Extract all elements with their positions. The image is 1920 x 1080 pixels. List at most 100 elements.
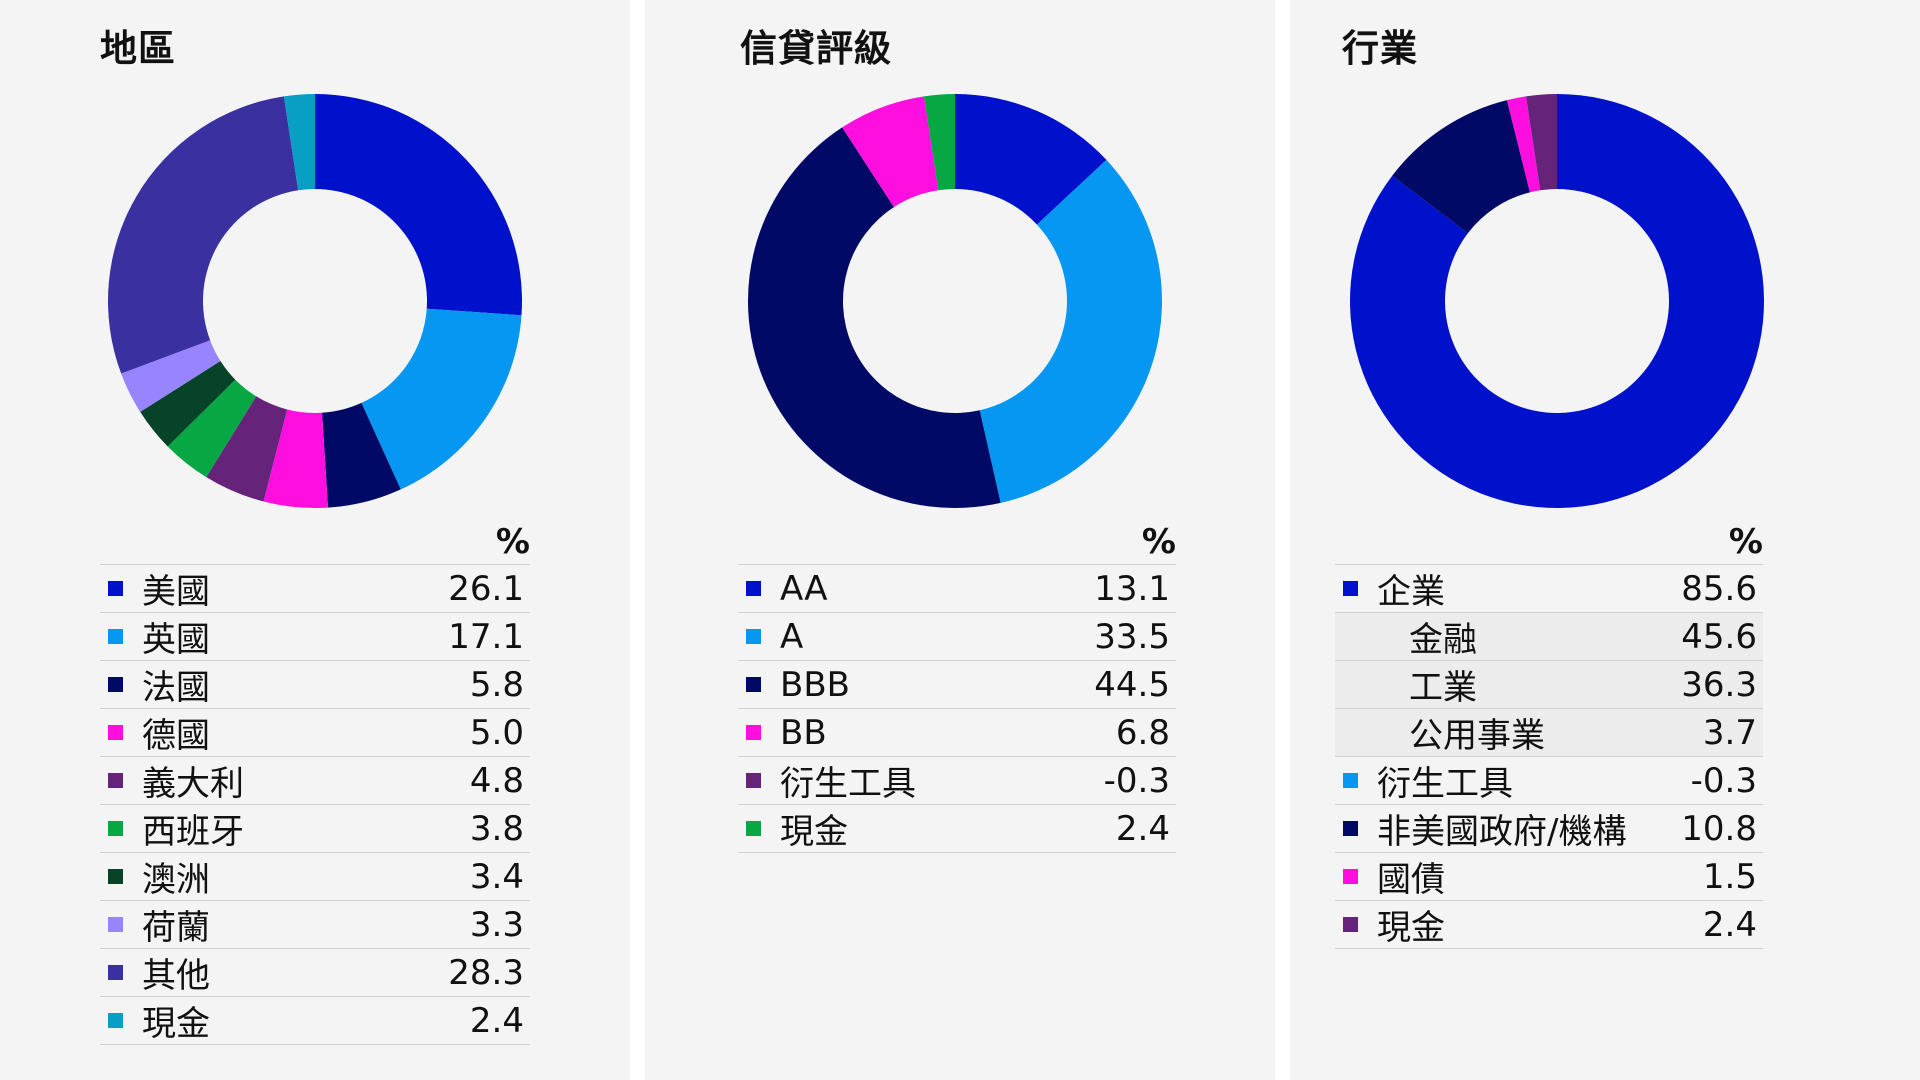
legend-value: 3.3 [469,904,524,945]
donut-slice-item-9 [283,94,315,191]
legend-row: 國債 1.5 [1335,853,1763,901]
legend-label: 德國 [142,716,210,756]
donut-slice-item-6 [1506,96,1541,193]
legend-row: 其他 28.3 [100,949,530,997]
legend-label: 現金 [780,812,848,852]
legend-value: 13.1 [1094,568,1170,609]
legend-value: 3.4 [469,856,524,897]
legend-swatch [108,1013,123,1028]
legend-label: 澳洲 [142,860,210,900]
legend-value: 17.1 [448,616,524,657]
legend-label: BBB [780,664,850,705]
legend-value: 44.5 [1094,664,1170,705]
donut-slice-item-1 [361,308,522,490]
legend-row: BBB 44.5 [738,661,1176,709]
legend-swatch [108,821,123,836]
chart-title: 信貸評級 [740,27,892,70]
chart-title: 地區 [100,27,176,70]
legend-label: 荷蘭 [142,908,210,948]
chart-panel-2: 信貸評級% AA 13.1 A 33.5 BBB 44.5 BB 6.8 衍生工具 -0.3 現金 2.… [645,0,1275,1080]
legend-value: 26.1 [448,568,524,609]
legend-label: 公用事業 [1409,716,1545,756]
legend-label: 企業 [1377,572,1445,612]
legend-swatch [108,629,123,644]
legend-label: 衍生工具 [780,764,916,804]
legend-row: 衍生工具 -0.3 [738,757,1176,805]
legend-swatch [746,821,761,836]
legend-row: 現金 2.4 [738,805,1176,853]
legend-row: 英國 17.1 [100,613,530,661]
donut-slice-item-0 [955,94,1107,225]
legend-value: 85.6 [1681,568,1757,609]
donut-slice-item-2 [748,127,1001,508]
legend-value: 2.4 [469,1000,524,1041]
legend-row: A 33.5 [738,613,1176,661]
legend-value: 2.4 [1702,904,1757,945]
legend-value: 1.5 [1702,856,1757,897]
legend-value: 3.7 [1702,712,1757,753]
donut-chart [1350,94,1764,508]
legend-row: 企業 85.6 [1335,565,1763,613]
legend-row: 澳洲 3.4 [100,853,530,901]
legend-value: 5.8 [469,664,524,705]
legend-label: A [780,616,804,657]
legend-swatch [1343,581,1358,596]
donut-chart [108,94,522,508]
legend-label: 西班牙 [142,812,244,852]
donut-slice-item-0 [315,94,522,316]
legend-value: -0.3 [1690,760,1757,801]
legend-label: 其他 [142,956,210,996]
legend-row: BB 6.8 [738,709,1176,757]
legend-table: % AA 13.1 A 33.5 BBB 44.5 BB 6.8 衍生工具 -0.3 現金 2.4 [738,520,1176,853]
legend-value: 10.8 [1681,808,1757,849]
donut-slice-item-0 [1350,94,1764,508]
legend-value: 45.6 [1681,616,1757,657]
legend-row: 荷蘭 3.3 [100,901,530,949]
legend-table: % 企業 85.6 金融 45.6 工業 36.3 公用事業 3.7 衍生工具 -0.3 非美國政府/… [1335,520,1763,949]
legend-row: 美國 26.1 [100,565,530,613]
legend-row: 衍生工具 -0.3 [1335,757,1763,805]
legend-value: 6.8 [1115,712,1170,753]
legend-swatch [108,965,123,980]
legend-row: AA 13.1 [738,565,1176,613]
legend-label: 工業 [1409,668,1477,708]
percent-header: % [100,520,530,565]
legend-swatch [108,581,123,596]
legend-swatch [1343,869,1358,884]
donut-slice-item-8 [108,96,299,374]
donut-slice-item-5 [167,379,257,478]
legend-swatch [746,677,761,692]
donut-slice-item-2 [322,402,401,508]
legend-swatch [1343,917,1358,932]
legend-row: 現金 2.4 [100,997,530,1045]
legend-value: 33.5 [1094,616,1170,657]
donut-slice-item-7 [1525,94,1557,191]
legend-label: BB [780,712,827,753]
legend-swatch [108,725,123,740]
legend-value: 36.3 [1681,664,1757,705]
legend-row: 金融 45.6 [1335,613,1763,661]
percent-header: % [1335,520,1763,565]
legend-row: 公用事業 3.7 [1335,709,1763,757]
legend-swatch [746,773,761,788]
donut-slice-item-4 [206,396,288,502]
legend-label: 金融 [1409,620,1477,660]
legend-label: 現金 [142,1004,210,1044]
legend-swatch [108,917,123,932]
legend-row: 西班牙 3.8 [100,805,530,853]
chart-panel-3: 行業% 企業 85.6 金融 45.6 工業 36.3 公用事業 3.7 衍生工具 -0.3 非美國政… [1290,0,1920,1080]
legend-label: 義大利 [142,764,244,804]
legend-label: 法國 [142,668,210,708]
legend-swatch [1343,773,1358,788]
legend-row: 非美國政府/機構 10.8 [1335,805,1763,853]
legend-value: 4.8 [469,760,524,801]
donut-slice-item-3 [263,409,328,508]
legend-value: 28.3 [448,952,524,993]
legend-value: -0.3 [1103,760,1170,801]
legend-table: % 美國 26.1 英國 17.1 法國 5.8 德國 5.0 義大利 4.8 西班牙 3.8 澳洲 3.4… [100,520,530,1045]
legend-value: 2.4 [1115,808,1170,849]
legend-label: 國債 [1377,860,1445,900]
legend-swatch [746,581,761,596]
legend-swatch [108,773,123,788]
legend-swatch [746,629,761,644]
